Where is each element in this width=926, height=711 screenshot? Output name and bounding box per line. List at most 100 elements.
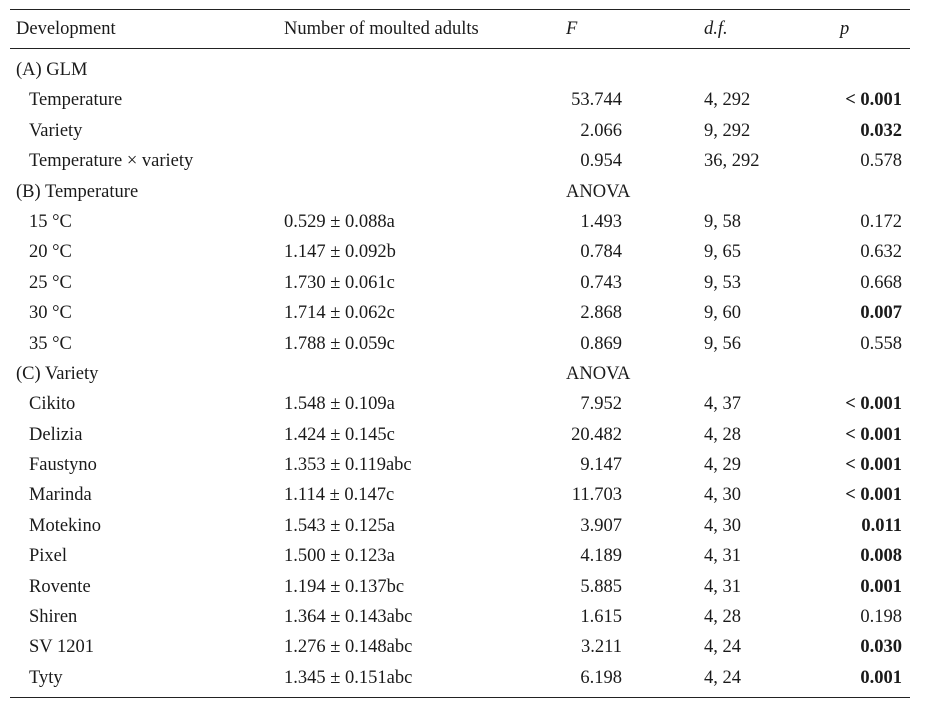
row-adults: 1.788 ± 0.059c — [284, 333, 395, 354]
table-body: (A) GLM Temperature 53.744 4, 292 < 0.001 Var… — [10, 55, 910, 693]
row-f-value: 20.482 — [571, 424, 622, 445]
header-p: p — [840, 19, 850, 39]
table-row: Pixel 1.500 ± 0.123a 4.189 4, 31 0.008 — [10, 541, 910, 571]
row-adults: 1.424 ± 0.145c — [284, 424, 395, 445]
row-adults: 0.529 ± 0.088a — [284, 211, 395, 232]
table-row: Variety 2.066 9, 292 0.032 — [10, 116, 910, 146]
row-p-value: 0.030 — [860, 637, 902, 658]
row-df-value: 9, 56 — [704, 333, 741, 354]
row-p-value: 0.008 — [860, 546, 902, 567]
table-row: SV 1201 1.276 ± 0.148abc 3.211 4, 24 0.030 — [10, 632, 910, 662]
table-row: 15 °C 0.529 ± 0.088a 1.493 9, 58 0.172 — [10, 207, 910, 237]
table-row: Cikito 1.548 ± 0.109a 7.952 4, 37 < 0.001 — [10, 389, 910, 419]
row-p-value: 0.578 — [860, 151, 902, 172]
header-df: d.f. — [704, 19, 728, 39]
row-adults: 1.194 ± 0.137bc — [284, 576, 405, 597]
table-row: Faustyno 1.353 ± 0.119abc 9.147 4, 29 < 0.00… — [10, 450, 910, 480]
row-p-value: 0.198 — [860, 607, 902, 628]
row-df-value: 9, 58 — [704, 211, 741, 232]
table-row: Marinda 1.114 ± 0.147c 11.703 4, 30 < 0.001 — [10, 480, 910, 510]
header-rule — [10, 48, 910, 49]
row-adults: 1.276 ± 0.148abc — [284, 637, 413, 658]
row-label: 20 °C — [29, 242, 72, 263]
row-df-value: 4, 31 — [704, 546, 741, 567]
row-f-value: 1.615 — [580, 607, 622, 628]
row-label: Pixel — [29, 546, 68, 567]
row-df-value: 4, 292 — [704, 90, 751, 111]
row-adults: 1.147 ± 0.092b — [284, 242, 396, 263]
table-row: Delizia 1.424 ± 0.145c 20.482 4, 28 < 0.001 — [10, 420, 910, 450]
section-label: (B) Temperature — [16, 181, 139, 202]
row-label: 30 °C — [29, 303, 72, 324]
table-row: Shiren 1.364 ± 0.143abc 1.615 4, 28 0.198 — [10, 602, 910, 632]
row-p-value: 0.032 — [860, 120, 902, 141]
row-df-value: 9, 292 — [704, 120, 751, 141]
row-f-value: 2.066 — [580, 120, 622, 141]
bottom-rule — [10, 697, 910, 699]
row-f-value: 0.743 — [580, 272, 622, 293]
row-df-value: 4, 30 — [704, 515, 741, 536]
row-p-value: 0.668 — [860, 272, 902, 293]
row-p-value: < 0.001 — [845, 424, 902, 445]
row-df-value: 9, 60 — [704, 303, 741, 324]
table-row: Motekino 1.543 ± 0.125a 3.907 4, 30 0.011 — [10, 511, 910, 541]
row-df-value: 4, 37 — [704, 394, 741, 415]
row-label: SV 1201 — [29, 637, 94, 658]
row-df-value: 9, 65 — [704, 242, 741, 263]
row-f-value: 0.954 — [580, 151, 622, 172]
row-adults: 1.353 ± 0.119abc — [284, 455, 412, 476]
row-p-value: < 0.001 — [845, 394, 902, 415]
row-label: Cikito — [29, 394, 76, 415]
row-f-value: 6.198 — [580, 667, 622, 688]
row-label: Variety — [29, 120, 83, 141]
row-f-value: 2.868 — [580, 303, 622, 324]
row-label: Shiren — [29, 607, 78, 628]
row-df-value: 4, 28 — [704, 424, 741, 445]
row-f-value: 4.189 — [580, 546, 622, 567]
section-row: (B) Temperature ANOVA — [10, 177, 910, 207]
row-f-value: 11.703 — [571, 485, 622, 506]
top-rule — [10, 9, 910, 10]
row-label: 35 °C — [29, 333, 72, 354]
row-df-value: 36, 292 — [704, 151, 760, 172]
row-f-value: 5.885 — [580, 576, 622, 597]
table-row: Tyty 1.345 ± 0.151abc 6.198 4, 24 0.001 — [10, 663, 910, 693]
row-adults: 1.730 ± 0.061c — [284, 272, 395, 293]
section-label: (C) Variety — [16, 363, 99, 384]
row-adults: 1.345 ± 0.151abc — [284, 667, 413, 688]
row-label: Temperature × variety — [29, 151, 194, 172]
row-f-value: 53.744 — [571, 90, 622, 111]
row-f-value: 3.907 — [580, 515, 622, 536]
section-test-label: ANOVA — [566, 363, 631, 384]
row-label: Motekino — [29, 515, 101, 536]
row-p-value: 0.001 — [860, 576, 902, 597]
table-row: 20 °C 1.147 ± 0.092b 0.784 9, 65 0.632 — [10, 237, 910, 267]
table-row: Temperature 53.744 4, 292 < 0.001 — [10, 85, 910, 115]
row-label: Marinda — [29, 485, 92, 506]
header-row: Development Number of moulted adults F d… — [10, 10, 910, 48]
table-row: Rovente 1.194 ± 0.137bc 5.885 4, 31 0.001 — [10, 572, 910, 602]
row-f-value: 1.493 — [580, 211, 622, 232]
row-adults: 1.500 ± 0.123a — [284, 546, 395, 567]
row-adults: 1.548 ± 0.109a — [284, 394, 395, 415]
header-f: F — [566, 19, 578, 39]
row-label: Rovente — [29, 576, 91, 597]
table-row: 35 °C 1.788 ± 0.059c 0.869 9, 56 0.558 — [10, 329, 910, 359]
row-label: Tyty — [29, 667, 63, 688]
row-adults: 1.714 ± 0.062c — [284, 303, 395, 324]
header-adults: Number of moulted adults — [284, 19, 479, 39]
row-adults: 1.543 ± 0.125a — [284, 515, 395, 536]
row-df-value: 4, 31 — [704, 576, 741, 597]
row-df-value: 4, 29 — [704, 455, 741, 476]
section-row: (A) GLM — [10, 55, 910, 85]
row-p-value: 0.172 — [860, 211, 902, 232]
row-label: Delizia — [29, 424, 83, 445]
row-f-value: 9.147 — [580, 455, 622, 476]
table-row: 25 °C 1.730 ± 0.061c 0.743 9, 53 0.668 — [10, 268, 910, 298]
row-p-value: 0.632 — [860, 242, 902, 263]
row-p-value: 0.007 — [860, 303, 902, 324]
row-f-value: 0.869 — [580, 333, 622, 354]
results-table: Development Number of moulted adults F d… — [10, 9, 910, 699]
section-label: (A) GLM — [16, 60, 88, 80]
row-adults: 1.364 ± 0.143abc — [284, 607, 413, 628]
